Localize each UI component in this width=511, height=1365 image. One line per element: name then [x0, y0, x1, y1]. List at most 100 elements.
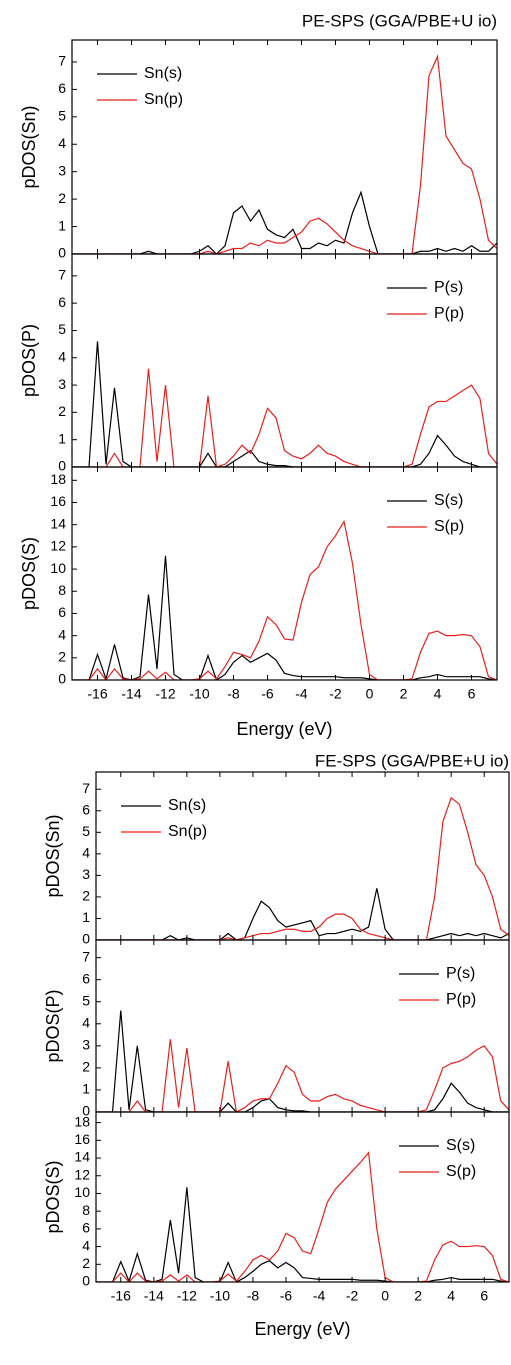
series-line: [96, 888, 509, 940]
legend-label: P(p): [446, 991, 476, 1008]
y-tick-label: 4: [82, 1014, 90, 1030]
legend-label: Sn(s): [144, 65, 182, 82]
y-tick-label: 1: [58, 217, 66, 233]
x-tick-label: 2: [414, 1288, 422, 1304]
y-tick-label: 7: [82, 780, 90, 796]
y-tick-label: 3: [82, 1037, 90, 1053]
y-tick-label: 10: [50, 560, 66, 576]
y-tick-label: 4: [58, 626, 66, 642]
y-tick-label: 6: [58, 80, 66, 96]
series-line: [96, 1010, 509, 1112]
y-tick-label: 16: [74, 1131, 90, 1147]
y-tick-label: 0: [58, 458, 66, 474]
x-tick-label: -6: [261, 686, 274, 702]
y-tick-label: 8: [82, 1202, 90, 1218]
x-tick-label: -2: [346, 1288, 359, 1304]
y-tick-label: 12: [50, 538, 66, 554]
legend-label: P(p): [434, 305, 464, 322]
plot-frame: [95, 771, 510, 941]
legend-label: S(p): [446, 1163, 476, 1180]
y-tick-label: 2: [82, 1255, 90, 1271]
chart-title: PE-SPS (GGA/PBE+U io): [302, 11, 497, 30]
x-tick-label: 2: [400, 686, 408, 702]
y-tick-label: 3: [58, 376, 66, 392]
y-tick-label: 7: [58, 267, 66, 283]
x-tick-label: 4: [434, 686, 442, 702]
legend-label: P(s): [446, 965, 475, 982]
legend-label: Sn(p): [144, 91, 183, 108]
y-axis-label: pDOS(Sn): [43, 814, 63, 897]
y-tick-label: 16: [50, 493, 66, 509]
x-axis-label: Energy (eV): [254, 1319, 350, 1339]
series-line: [72, 368, 497, 467]
x-tick-label: -14: [121, 686, 141, 702]
series-line: [96, 1187, 509, 1282]
x-tick-label: -8: [227, 686, 240, 702]
y-axis-label: pDOS(P): [19, 324, 39, 397]
y-tick-label: 2: [58, 403, 66, 419]
x-tick-label: -6: [280, 1288, 293, 1304]
y-tick-label: 4: [82, 845, 90, 861]
plot-frame: [71, 466, 498, 681]
y-tick-label: 6: [82, 801, 90, 817]
series-line: [72, 54, 497, 254]
x-tick-label: 4: [447, 1288, 455, 1304]
y-tick-label: 0: [82, 931, 90, 947]
y-axis-label: pDOS(S): [19, 537, 39, 610]
x-tick-label: -4: [295, 686, 308, 702]
y-tick-label: 3: [58, 162, 66, 178]
y-tick-label: 7: [82, 948, 90, 964]
x-tick-label: -8: [247, 1288, 260, 1304]
y-tick-label: 18: [74, 1113, 90, 1129]
y-tick-label: 1: [82, 1081, 90, 1097]
series-line: [72, 519, 497, 680]
y-tick-label: 4: [82, 1237, 90, 1253]
x-tick-label: -10: [210, 1288, 230, 1304]
plot-frame: [95, 1111, 510, 1283]
x-tick-label: 0: [381, 1288, 389, 1304]
y-tick-label: 1: [82, 909, 90, 925]
y-tick-label: 2: [58, 190, 66, 206]
y-tick-label: 4: [58, 348, 66, 364]
y-tick-label: 5: [58, 108, 66, 124]
y-axis-label: pDOS(S): [43, 1160, 63, 1233]
y-tick-label: 12: [74, 1166, 90, 1182]
y-axis-label: pDOS(P): [43, 989, 63, 1062]
x-tick-label: -4: [313, 1288, 326, 1304]
y-tick-label: 0: [58, 671, 66, 687]
y-tick-label: 6: [58, 604, 66, 620]
y-tick-label: 14: [74, 1149, 90, 1165]
legend-label: S(p): [434, 518, 464, 535]
x-tick-label: -12: [155, 686, 175, 702]
y-tick-label: 2: [58, 649, 66, 665]
series-line: [72, 341, 497, 467]
legend-label: S(s): [434, 492, 463, 509]
y-tick-label: 18: [50, 471, 66, 487]
y-tick-label: 8: [58, 582, 66, 598]
series-line: [96, 796, 509, 940]
x-tick-label: -12: [177, 1288, 197, 1304]
x-tick-label: -10: [189, 686, 209, 702]
y-tick-label: 5: [58, 321, 66, 337]
plot-frame: [71, 39, 498, 255]
x-tick-label: 6: [480, 1288, 488, 1304]
x-axis-label: Energy (eV): [236, 719, 332, 739]
legend-label: Sn(s): [168, 797, 206, 814]
y-tick-label: 3: [82, 866, 90, 882]
y-tick-label: 0: [82, 1103, 90, 1119]
y-tick-label: 10: [74, 1184, 90, 1200]
y-axis-label: pDOS(Sn): [19, 105, 39, 188]
y-tick-label: 1: [58, 430, 66, 446]
y-tick-label: 6: [82, 1220, 90, 1236]
legend-label: S(s): [446, 1137, 475, 1154]
x-tick-label: -14: [144, 1288, 164, 1304]
x-tick-label: -16: [87, 686, 107, 702]
series-line: [96, 1151, 509, 1282]
y-tick-label: 2: [82, 1059, 90, 1075]
y-tick-label: 0: [58, 245, 66, 261]
x-tick-label: 0: [366, 686, 374, 702]
y-tick-label: 5: [82, 992, 90, 1008]
y-tick-label: 5: [82, 823, 90, 839]
legend-label: P(s): [434, 279, 463, 296]
